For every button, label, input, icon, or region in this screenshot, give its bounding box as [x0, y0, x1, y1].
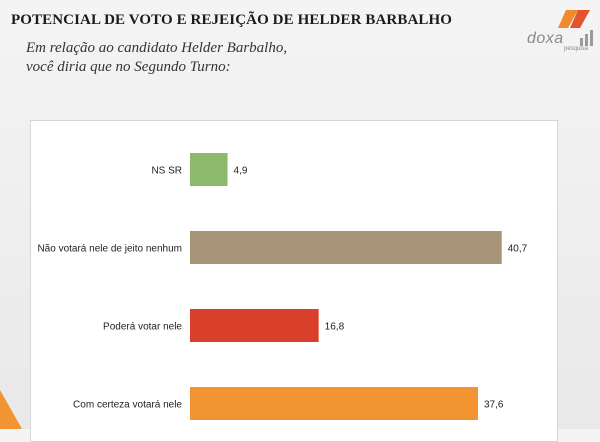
- subtitle-line-1: Em relação ao candidato Helder Barbalho,: [26, 40, 288, 56]
- bar: [190, 153, 228, 186]
- chart-panel: NS SR 4,9 Não votará nele de jeito nenhum 4…: [30, 120, 558, 442]
- category-label: Poderá votar nele: [103, 322, 182, 333]
- logo-tagline: pesquisa: [564, 46, 589, 52]
- value-label: 4,9: [234, 166, 248, 177]
- chart-subtitle: Em relação ao candidato Helder Barbalho,…: [26, 39, 287, 77]
- category-label: NS SR: [151, 166, 182, 177]
- value-label: 16,8: [325, 322, 345, 333]
- chart-title: POTENCIAL DE VOTO E REJEIÇÃO DE HELDER B…: [11, 12, 453, 28]
- value-label: 40,7: [508, 244, 528, 255]
- doxa-logo-icon: [558, 10, 593, 46]
- bar: [190, 231, 502, 264]
- category-label: Com certeza votará nele: [73, 400, 182, 411]
- bar: [190, 309, 319, 342]
- category-label: Não votará nele de jeito nenhum: [37, 244, 182, 255]
- logo-wordmark: doxa: [527, 30, 564, 47]
- bar: [190, 387, 478, 420]
- subtitle-line-2: você diria que no Segundo Turno:: [26, 59, 231, 75]
- bar-chart: NS SR 4,9 Não votará nele de jeito nenhum 4…: [37, 153, 528, 420]
- corner-decoration-icon: [0, 390, 22, 429]
- value-label: 37,6: [484, 400, 504, 411]
